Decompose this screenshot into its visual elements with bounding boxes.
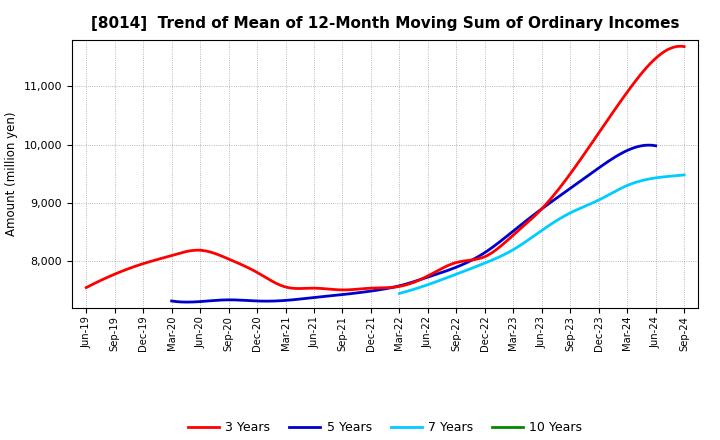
Y-axis label: Amount (million yen): Amount (million yen)	[5, 112, 18, 236]
Legend: 3 Years, 5 Years, 7 Years, 10 Years: 3 Years, 5 Years, 7 Years, 10 Years	[183, 416, 588, 439]
Title: [8014]  Trend of Mean of 12-Month Moving Sum of Ordinary Incomes: [8014] Trend of Mean of 12-Month Moving …	[91, 16, 680, 32]
